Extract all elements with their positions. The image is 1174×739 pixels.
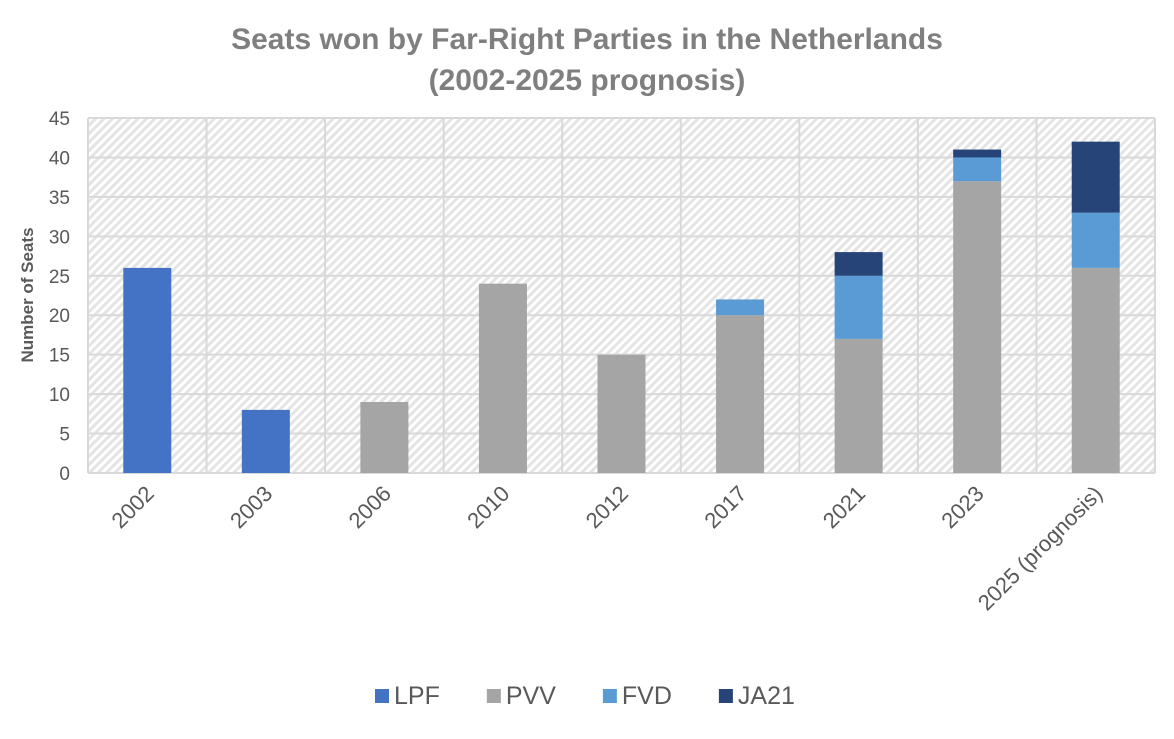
bar-fvd-2021 (834, 275, 883, 339)
bar-lpf-2002 (123, 267, 172, 473)
y-tick-label: 25 (49, 267, 70, 288)
bar-pvv-2012 (597, 354, 646, 473)
legend-label-ja21: JA21 (738, 682, 795, 710)
bar-ja21-2025 (1071, 141, 1120, 213)
y-tick-label: 0 (59, 464, 70, 485)
legend-swatch-fvd (602, 689, 617, 703)
x-tick-label: 2017 (699, 481, 751, 533)
y-tick-label: 5 (59, 425, 70, 446)
bar-pvv-2017 (716, 315, 765, 473)
legend-swatch-ja21 (718, 689, 733, 703)
chart-title-line1: Seats won by Far-Right Parties in the Ne… (231, 23, 943, 56)
legend-label-fvd: FVD (622, 682, 672, 710)
y-tick-label: 20 (49, 306, 70, 327)
y-axis-label: Number of Seats (18, 227, 37, 362)
x-tick-label: 2021 (818, 481, 870, 533)
bar-lpf-2003 (241, 409, 290, 473)
x-tick-label: 2023 (936, 481, 988, 533)
legend-swatch-pvv (486, 689, 501, 703)
legend-swatch-lpf (375, 689, 389, 703)
x-tick-label: 2010 (462, 481, 514, 533)
x-tick-label: 2012 (581, 481, 633, 533)
bar-fvd-2025 (1071, 212, 1120, 268)
x-tick-label: 2002 (107, 481, 159, 533)
x-tick-label: 2025 (prognosis) (973, 481, 1107, 615)
legend-label-pvv: PVV (506, 682, 556, 710)
bar-fvd-2017 (716, 299, 765, 316)
bar-fvd-2023 (953, 157, 1002, 182)
bar-pvv-2023 (953, 181, 1002, 473)
bar-pvv-2025 (1071, 267, 1120, 473)
chart-title-line2: (2002-2025 prognosis) (429, 64, 746, 97)
y-tick-label: 40 (49, 148, 70, 169)
y-tick-label: 35 (49, 188, 70, 209)
y-tick-label: 45 (49, 109, 70, 130)
y-tick-label: 10 (49, 385, 70, 406)
bar-pvv-2021 (834, 338, 883, 473)
x-tick-label: 2006 (344, 481, 396, 533)
y-tick-label: 15 (49, 346, 70, 367)
bar-ja21-2021 (834, 252, 883, 276)
bar-ja21-2023 (953, 149, 1002, 158)
legend-label-lpf: LPF (394, 682, 440, 710)
bar-pvv-2010 (478, 283, 527, 473)
bar-pvv-2006 (360, 402, 409, 473)
x-tick-label: 2003 (225, 481, 277, 533)
y-tick-label: 30 (49, 227, 70, 248)
